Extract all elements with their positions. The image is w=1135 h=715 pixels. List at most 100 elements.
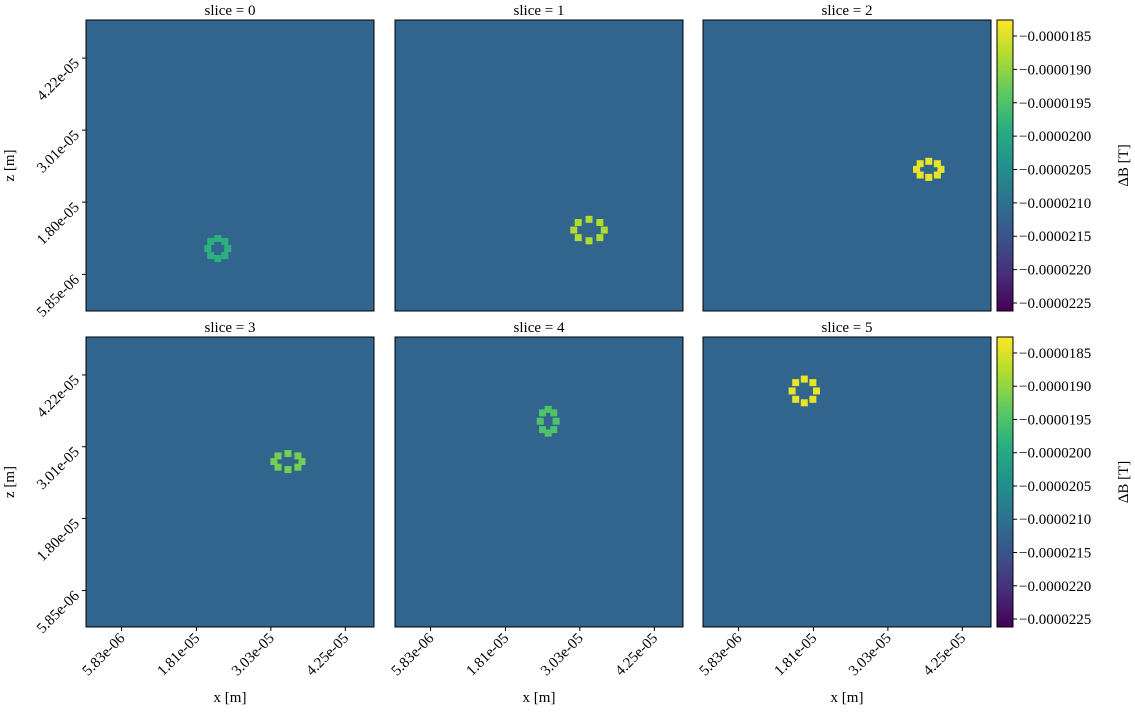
- x-axis-label: x [m]: [214, 690, 247, 706]
- heatmap-cell: [224, 245, 232, 253]
- x-axis-label: x [m]: [523, 690, 556, 706]
- x-tick-label: 5.83e-06: [80, 630, 129, 679]
- heatmap-cell: [913, 165, 921, 173]
- colorbar-tick-label: −0.0000225: [1019, 296, 1091, 312]
- heatmap-cell: [221, 252, 229, 260]
- colorbar-tick-label: −0.0000225: [1019, 612, 1091, 628]
- x-tick-label: 4.25e-05: [612, 631, 661, 680]
- colorbar-tick-label: −0.0000190: [1019, 62, 1091, 78]
- heatmap-cell: [916, 171, 924, 179]
- heatmap-cell: [788, 387, 796, 395]
- heatmap-cell: [544, 429, 552, 437]
- colorbar-tick-label: −0.0000200: [1019, 446, 1091, 462]
- colorbar: [996, 336, 1014, 628]
- heatmap-cell: [570, 226, 578, 234]
- heatmap-cell: [925, 173, 933, 181]
- panel-frame: [394, 336, 684, 628]
- heatmap-cell: [204, 245, 212, 253]
- heatmap-cell: [539, 409, 547, 417]
- heatmap-cell: [207, 252, 215, 260]
- heatmap-cell: [536, 417, 544, 425]
- colorbar: [996, 19, 1014, 312]
- heatmap-cell: [792, 379, 800, 387]
- colorbar-tick-label: −0.0000185: [1019, 29, 1091, 45]
- y-tick-label: 4.22e-05: [34, 372, 83, 421]
- heatmap-background: [86, 20, 374, 311]
- heatmap-cell: [916, 160, 924, 168]
- heatmap-cell: [214, 255, 222, 263]
- heatmap-cell: [550, 426, 558, 434]
- panel-title: slice = 5: [822, 320, 873, 336]
- y-tick-label: 3.01e-05: [34, 128, 83, 177]
- colorbar-tick-label: −0.0000205: [1019, 163, 1091, 179]
- panel-title: slice = 4: [514, 320, 565, 336]
- y-tick-label: 5.85e-06: [34, 272, 83, 321]
- colorbar-tick-label: −0.0000195: [1019, 96, 1091, 112]
- heatmap-cell: [800, 399, 808, 407]
- heatmap-cell: [544, 405, 552, 413]
- heatmap-cell: [284, 450, 292, 458]
- heatmap-cell: [270, 458, 278, 466]
- heatmap-background: [703, 20, 991, 311]
- colorbar-tick-label: −0.0000220: [1019, 579, 1091, 595]
- heatmap-cell: [284, 466, 292, 474]
- x-tick-label: 1.81e-05: [772, 631, 821, 680]
- heatmap-cell: [809, 395, 817, 403]
- heatmap-cell: [550, 409, 558, 417]
- x-tick-label: 4.25e-05: [303, 631, 352, 680]
- panel-title: slice = 1: [514, 3, 565, 19]
- panel-title: slice = 0: [205, 3, 256, 19]
- heatmap-cell: [294, 463, 302, 471]
- heatmap-cell: [274, 452, 282, 460]
- x-axis-label: x [m]: [831, 690, 864, 706]
- panel-frame: [702, 336, 992, 628]
- heatmap-background: [395, 337, 683, 627]
- colorbar-tick-label: −0.0000220: [1019, 263, 1091, 279]
- heatmap-cell: [809, 379, 817, 387]
- colorbar-tick-label: −0.0000195: [1019, 412, 1091, 428]
- heatmap-cell: [812, 387, 820, 395]
- x-tick-label: 3.03e-05: [538, 631, 587, 680]
- panel-frame: [394, 19, 684, 312]
- y-tick-label: 3.01e-05: [34, 444, 83, 493]
- colorbar-tick-label: −0.0000190: [1019, 379, 1091, 395]
- x-tick-label: 3.03e-05: [229, 631, 278, 680]
- x-tick-label: 4.25e-05: [920, 631, 969, 680]
- colorbar-tick-label: −0.0000215: [1019, 229, 1091, 245]
- y-tick-label: 4.22e-05: [34, 56, 83, 105]
- x-tick-label: 3.03e-05: [846, 631, 895, 680]
- colorbar-tick-label: −0.0000185: [1019, 346, 1091, 362]
- x-tick-label: 5.83e-06: [389, 630, 438, 679]
- heatmap-cell: [925, 157, 933, 165]
- y-axis-label: z [m]: [2, 466, 18, 498]
- heatmap-cell: [933, 171, 941, 179]
- heatmap-cell: [574, 234, 582, 242]
- heatmap-cell: [792, 395, 800, 403]
- x-tick-label: 1.81e-05: [464, 631, 513, 680]
- colorbar-label: ΔB [T]: [1116, 144, 1132, 187]
- colorbar-tick-label: −0.0000205: [1019, 479, 1091, 495]
- x-tick-label: 5.83e-06: [697, 630, 746, 679]
- heatmap-cell: [585, 215, 593, 223]
- heatmap-cell: [937, 165, 945, 173]
- colorbar-tick-label: −0.0000200: [1019, 129, 1091, 145]
- heatmap-cell: [574, 219, 582, 227]
- heatmap-cell: [294, 452, 302, 460]
- y-tick-label: 1.80e-05: [34, 200, 83, 249]
- y-axis-label: z [m]: [2, 149, 18, 181]
- colorbar-tick-label: −0.0000210: [1019, 196, 1091, 212]
- colorbar-label: ΔB [T]: [1116, 461, 1132, 504]
- heatmap-cell: [207, 237, 215, 245]
- heatmap-cell: [298, 458, 306, 466]
- heatmap-cell: [274, 463, 282, 471]
- panel-frame: [85, 336, 375, 628]
- colorbar-tick-label: −0.0000210: [1019, 512, 1091, 528]
- heatmap-cell: [221, 237, 229, 245]
- heatmap-background: [703, 337, 991, 627]
- heatmap-cell: [552, 417, 560, 425]
- y-tick-label: 5.85e-06: [34, 588, 83, 637]
- panel-title: slice = 3: [205, 320, 256, 336]
- heatmap-cell: [800, 375, 808, 383]
- panel-title: slice = 2: [822, 3, 873, 19]
